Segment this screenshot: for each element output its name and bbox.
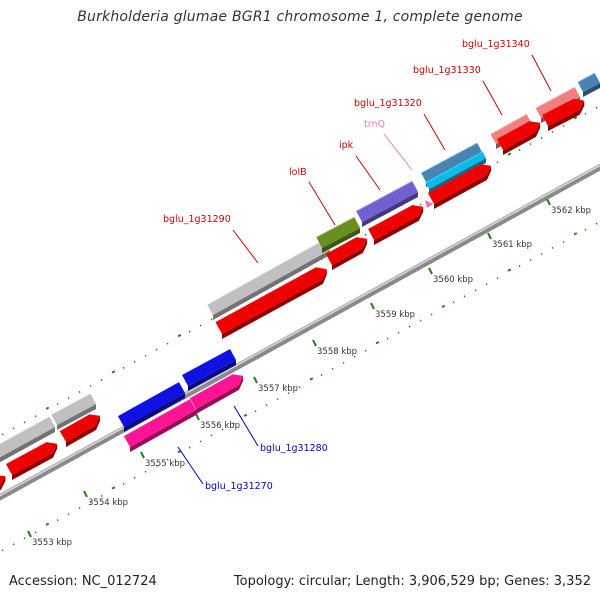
kbp-major-tick: [428, 267, 433, 275]
kbp-label: 3561 kbp: [492, 240, 532, 250]
kbp-label: 3556 kbp: [200, 421, 240, 431]
title: Burkholderia glumae BGR1 chromosome 1, c…: [77, 9, 523, 25]
cds-pink-31270[interactable]: [123, 399, 196, 452]
gene-label-ipk[interactable]: ipk: [339, 140, 381, 191]
cds-red-lolB[interactable]: [325, 236, 368, 270]
kbp-label: 3554 kbp: [88, 498, 128, 508]
gene-leader-line: [308, 181, 336, 226]
kbp-major-tick: [140, 451, 145, 459]
tick-row-lower: [1, 222, 598, 552]
kbp-label: 3562 kbp: [551, 206, 591, 216]
gene-label-text: bglu_1g31320: [354, 98, 422, 109]
kbp-major-tick: [83, 490, 88, 498]
gene-label-bglu_1g31320[interactable]: bglu_1g31320: [354, 98, 446, 151]
cds-red-31320[interactable]: [427, 163, 492, 209]
cds-purple-ipk[interactable]: [356, 180, 418, 227]
cds-blue-1[interactable]: [117, 382, 185, 432]
kbp-label: 3559 kbp: [375, 310, 415, 320]
gene-label-bglu_1g31270[interactable]: bglu_1g31270: [177, 446, 273, 492]
cds-red-31340[interactable]: [542, 98, 585, 131]
kbp-label: 3553 kbp: [32, 538, 72, 548]
gene-label-text: lolB: [289, 167, 307, 178]
kbp-label: 3558 kbp: [317, 347, 357, 357]
cds-red-31290[interactable]: [215, 266, 327, 339]
gene-leader-line: [531, 54, 552, 92]
cds-gray-left-1[interactable]: [0, 416, 55, 465]
kbp-label: 3557 kbp: [258, 384, 298, 394]
cds-green-lolB[interactable]: [316, 216, 360, 253]
backbone-shadow: [0, 166, 600, 501]
cds-red-left-2[interactable]: [59, 414, 101, 447]
gene-label-bglu_1g31290[interactable]: bglu_1g31290: [163, 214, 259, 264]
gene-leader-line: [233, 405, 259, 447]
cds-blue-2[interactable]: [182, 349, 236, 391]
kbp-major-tick: [195, 413, 200, 421]
kbp-major-tick: [487, 232, 492, 240]
gene-leader-line: [177, 446, 204, 485]
gene-label-text: ipk: [339, 140, 354, 151]
gene-label-text: bglu_1g31340: [462, 39, 530, 50]
cds-pink-31280[interactable]: [189, 374, 244, 414]
gene-leader-line: [232, 229, 259, 264]
cds-red-ipk[interactable]: [368, 204, 424, 245]
gene-leader-line: [383, 133, 413, 171]
cds-red-31330[interactable]: [496, 120, 541, 155]
gene-label-bglu_1g31330[interactable]: bglu_1g31330: [413, 65, 503, 116]
cds-red-left-0[interactable]: [0, 475, 6, 493]
gene-leader-line: [482, 80, 503, 116]
cds-red-left-1[interactable]: [6, 441, 58, 480]
cds-gray-left-2[interactable]: [51, 392, 96, 430]
kbp-label: 3555 kbp: [145, 459, 185, 469]
cds-steelblue-right[interactable]: [577, 72, 600, 97]
cds-gray-31290[interactable]: [206, 239, 330, 320]
gene-label-bglu_1g31280[interactable]: bglu_1g31280: [233, 405, 328, 454]
gene-label-text: trnQ: [364, 119, 385, 130]
gene-label-text: bglu_1g31280: [260, 443, 328, 454]
gene-label-trnQ[interactable]: trnQ: [364, 119, 413, 171]
kbp-major-tick: [312, 339, 317, 347]
gene-label-lolB[interactable]: lolB: [289, 167, 336, 226]
gene-label-text: bglu_1g31290: [163, 214, 231, 225]
kbp-major-tick: [546, 198, 551, 206]
kbp-major-tick: [27, 530, 32, 538]
gene-label-text: bglu_1g31270: [205, 481, 273, 492]
gene-leader-line: [423, 113, 446, 151]
backbone: [0, 163, 600, 496]
kbp-major-tick: [253, 376, 258, 384]
gene-label-bglu_1g31340[interactable]: bglu_1g31340: [462, 39, 552, 92]
kbp-label: 3560 kbp: [433, 275, 473, 285]
gene-leader-line: [355, 155, 381, 191]
gene-label-text: bglu_1g31330: [413, 65, 481, 76]
genome-summary: Topology: circular; Length: 3,906,529 bp…: [233, 574, 591, 589]
trna-trnQ-feature[interactable]: [425, 200, 433, 208]
accession-label: Accession: NC_012724: [9, 574, 157, 589]
kbp-major-tick: [370, 302, 375, 310]
